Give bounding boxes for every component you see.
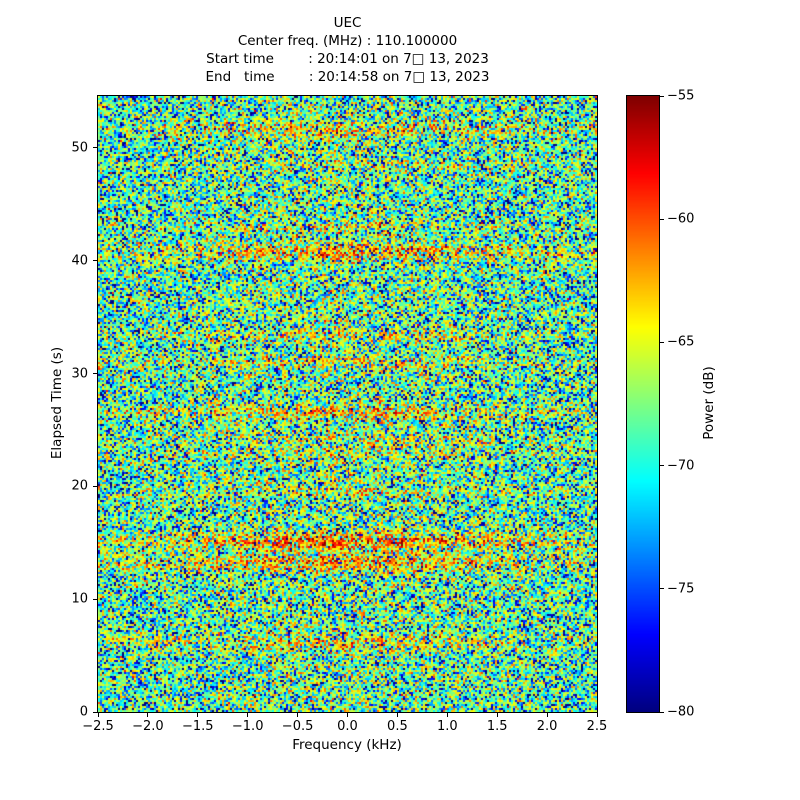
y-tick-label: 50	[71, 140, 88, 156]
colorbar-label: Power (dB)	[701, 366, 717, 440]
x-axis-label: Frequency (kHz)	[292, 737, 402, 753]
x-tick-label: −0.5	[281, 719, 314, 734]
x-tick-label: 1.0	[436, 719, 458, 734]
colorbar-gradient	[627, 96, 659, 712]
start-time-line: Start time : 20:14:01 on 7□ 13, 2023	[206, 51, 489, 67]
y-tick-label: 10	[71, 591, 88, 607]
x-tick-mark	[197, 713, 199, 717]
y-axis-label: Elapsed Time (s)	[49, 346, 65, 460]
chart-title: UEC	[333, 15, 362, 31]
x-tick-label: 0.5	[387, 719, 408, 734]
colorbar	[626, 95, 660, 713]
y-tick-mark	[93, 598, 97, 600]
colorbar-tick-label: −75	[667, 581, 695, 597]
y-tick-label: 20	[71, 478, 88, 494]
colorbar-tick-mark	[660, 711, 664, 713]
x-tick-mark	[446, 713, 448, 717]
colorbar-tick-label: −60	[667, 211, 695, 227]
x-tick-label: 2.5	[586, 719, 608, 734]
x-tick-label: −1.0	[231, 719, 264, 734]
colorbar-tick-mark	[660, 588, 664, 590]
x-tick-mark	[396, 713, 398, 717]
y-tick-mark	[93, 485, 97, 487]
x-tick-mark	[347, 713, 348, 717]
x-tick-mark	[297, 713, 299, 717]
x-tick-mark	[147, 713, 149, 717]
y-tick-mark	[93, 147, 97, 149]
colorbar-tick-label: −70	[667, 458, 695, 474]
colorbar-tick-mark	[660, 465, 664, 467]
colorbar-tick-mark	[660, 341, 664, 343]
y-tick-mark	[93, 373, 97, 375]
y-tick-label: 40	[71, 253, 88, 269]
colorbar-tick-label: −55	[667, 88, 695, 104]
x-tick-mark	[596, 713, 598, 717]
x-tick-label: 2.0	[536, 719, 558, 734]
y-tick-mark	[93, 260, 97, 262]
x-tick-mark	[97, 713, 99, 717]
x-tick-mark	[247, 713, 249, 717]
end-time-line: End time : 20:14:58 on 7□ 13, 2023	[205, 69, 490, 85]
x-tick-label: −2.0	[132, 719, 164, 734]
x-tick-label: −1.5	[182, 719, 214, 734]
x-tick-label: 0.0	[337, 719, 358, 734]
x-tick-label: 1.5	[486, 719, 508, 734]
center-freq-line: Center freq. (MHz) : 110.100000	[237, 33, 458, 49]
chart-title-block: UEC Center freq. (MHz) : 110.100000 Star…	[97, 14, 598, 86]
x-tick-mark	[546, 713, 548, 717]
y-tick-mark	[93, 711, 97, 713]
colorbar-tick-label: −65	[667, 334, 695, 350]
colorbar-tick-label: −80	[667, 704, 695, 720]
y-tick-label: 30	[71, 366, 88, 382]
colorbar-tick-mark	[660, 95, 664, 97]
y-tick-label: 0	[79, 704, 88, 720]
spectrogram-image	[98, 96, 597, 712]
spectrogram-plot	[97, 95, 598, 713]
colorbar-tick-mark	[660, 218, 664, 220]
x-tick-label: −2.5	[82, 719, 114, 734]
x-tick-mark	[496, 713, 498, 717]
